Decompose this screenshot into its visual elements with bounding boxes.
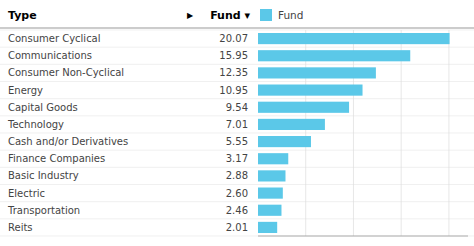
category-label: Technology: [7, 119, 64, 130]
row-separator: [0, 218, 474, 219]
row-separator: [0, 64, 474, 65]
category-label: Finance Companies: [8, 153, 105, 164]
data-label: 12.35: [219, 67, 248, 78]
category-label: Consumer Non-Cyclical: [8, 67, 124, 78]
bar: [258, 170, 285, 181]
bar: [258, 33, 450, 44]
chart: Consumer Cyclical 20.07 Communications 15.9…: [0, 0, 474, 246]
data-label: 5.55: [226, 136, 248, 147]
column-header: Fund ▾: [210, 9, 250, 22]
category-label: Cash and/or Derivatives: [8, 136, 128, 147]
header-separator: [0, 28, 474, 29]
data-label: 2.46: [226, 205, 248, 216]
category-label: Reits: [8, 222, 33, 233]
data-label: 10.95: [219, 85, 248, 96]
data-label: 3.17: [226, 153, 248, 164]
bar: [258, 188, 283, 199]
legend-label: Fund: [278, 9, 303, 21]
row-separator: [0, 30, 474, 31]
data-label: 15.95: [219, 50, 248, 61]
data-label: 9.54: [226, 102, 248, 113]
bar: [258, 67, 376, 78]
bar: [258, 205, 281, 216]
data-label: 2.01: [226, 222, 248, 233]
row-separator: [0, 184, 474, 185]
bar: [258, 102, 349, 113]
column-header: Type: [8, 9, 37, 22]
row-separator: [0, 167, 474, 168]
category-label: Communications: [8, 50, 92, 61]
row-separator: [0, 133, 474, 134]
row-separator: [0, 98, 474, 99]
row-separator: [0, 150, 474, 151]
data-label: 20.07: [219, 33, 248, 44]
row-separator: [0, 47, 474, 48]
header-arrow: ▶: [187, 11, 194, 20]
row-separator: [0, 115, 474, 116]
data-label: 2.88: [226, 170, 248, 181]
x-axis-line: [258, 236, 468, 237]
legend-swatch: [260, 9, 272, 21]
data-label: 2.60: [226, 188, 248, 199]
row-separator: [0, 236, 474, 237]
category-label: Electric: [8, 188, 45, 199]
row-separator: [0, 201, 474, 202]
bar: [258, 136, 311, 147]
grid-line: [448, 30, 449, 236]
bar: [258, 119, 325, 130]
bar: [258, 222, 277, 233]
bar: [258, 50, 410, 61]
category-label: Transportation: [7, 205, 80, 216]
category-label: Consumer Cyclical: [8, 33, 101, 44]
bar: [258, 153, 288, 164]
bars: [258, 33, 450, 233]
category-label: Basic Industry: [8, 170, 79, 181]
bar: [258, 85, 363, 96]
category-label: Energy: [8, 85, 43, 96]
row-separator: [0, 81, 474, 82]
data-label: 7.01: [226, 119, 248, 130]
category-label: Capital Goods: [8, 102, 78, 113]
